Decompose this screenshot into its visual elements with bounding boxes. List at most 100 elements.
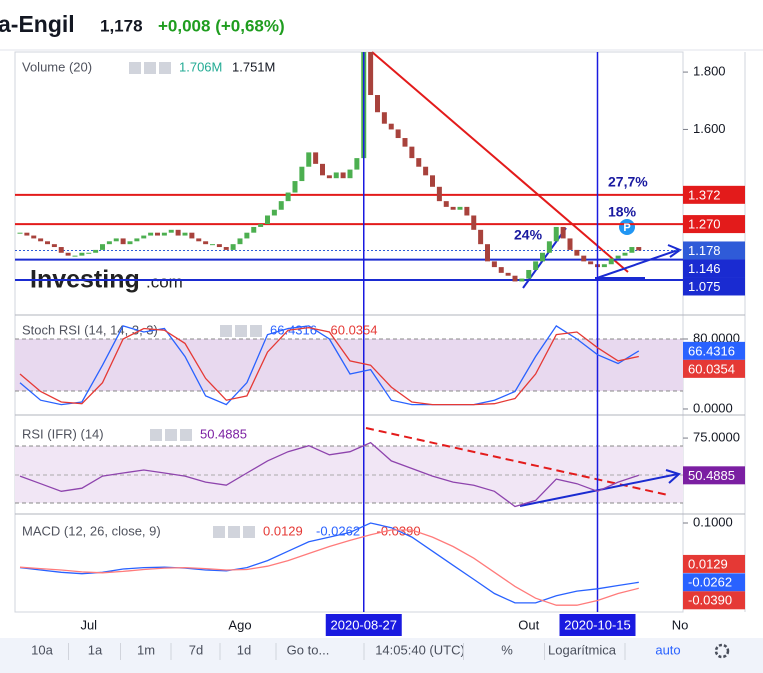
candle: [271, 209, 277, 216]
candle: [45, 241, 50, 245]
candle: [567, 238, 573, 250]
candle: [258, 224, 264, 227]
candle: [251, 226, 257, 233]
value-tag: -0.0390: [688, 593, 732, 608]
toolbar-button[interactable]: 1m: [137, 642, 155, 657]
candle: [155, 232, 160, 236]
candle: [443, 201, 449, 207]
candle: [505, 272, 511, 276]
indicator-line: [19, 326, 639, 406]
candle: [491, 261, 497, 268]
panel-icon[interactable]: [220, 325, 232, 337]
candle: [58, 247, 64, 253]
value-tag-bg: [683, 591, 745, 610]
settings-button[interactable]: [714, 643, 730, 659]
x-tick-label: Out: [518, 617, 539, 632]
annotation: 18%: [608, 204, 637, 220]
candle: [381, 112, 387, 124]
candle: [498, 267, 504, 273]
candle: [340, 172, 346, 179]
panel-icon[interactable]: [243, 526, 255, 538]
panel-icon[interactable]: [150, 429, 162, 441]
x-tick-label: Jul: [80, 617, 97, 632]
candle: [120, 238, 126, 245]
candle: [175, 229, 181, 236]
price-tag-bg: [683, 215, 745, 234]
candle: [65, 252, 71, 256]
toolbar-button[interactable]: 1d: [237, 642, 251, 657]
toolbar-button[interactable]: auto: [655, 642, 680, 657]
y-tick-label: 80.0000: [693, 330, 740, 345]
y-tick-label: 0.0000: [693, 400, 733, 415]
candle: [141, 235, 147, 239]
date-highlight: [559, 614, 636, 636]
price-tag: 1.178: [688, 243, 721, 258]
x-tick-label: 2020-10-15: [564, 617, 631, 632]
candle: [313, 152, 319, 164]
candle: [615, 255, 621, 259]
candle: [203, 241, 209, 245]
candle: [196, 238, 202, 242]
candle: [223, 247, 229, 250]
value-tag-bg: [683, 341, 745, 360]
watermark: .com: [146, 272, 183, 291]
price-tag-bg: [683, 241, 745, 260]
candle: [306, 152, 312, 167]
candle: [409, 146, 415, 159]
candle: [395, 129, 401, 139]
candle: [38, 238, 44, 242]
candle: [430, 175, 435, 187]
panel-icon[interactable]: [235, 325, 247, 337]
arrow-head: [665, 469, 681, 484]
panel-icon[interactable]: [159, 62, 171, 74]
candle: [526, 269, 532, 279]
x-tick-label: Ago: [228, 617, 251, 632]
price-tag: 1.270: [688, 217, 721, 232]
candle: [72, 255, 78, 257]
toolbar-button[interactable]: 7d: [189, 642, 203, 657]
value-tag: 50.4885: [688, 468, 735, 483]
candle: [553, 226, 559, 242]
x-tick-label: 2020-08-27: [331, 617, 398, 632]
price-tag-bg: [683, 185, 745, 204]
candle: [168, 229, 174, 233]
candle: [244, 232, 250, 239]
candle: [333, 172, 339, 179]
price-tag-bg: [683, 277, 745, 296]
x-tick-label: No: [672, 617, 689, 632]
toolbar-button[interactable]: %: [501, 642, 513, 657]
candle: [388, 123, 394, 130]
toolbar-button[interactable]: Logarítmica: [548, 642, 617, 657]
legend-value: 0.0129: [263, 523, 303, 538]
candle: [519, 278, 525, 282]
toolbar-button[interactable]: Go to...: [287, 642, 330, 657]
candle: [581, 255, 587, 262]
panel-icon[interactable]: [180, 429, 192, 441]
candle: [299, 166, 305, 182]
panel-icon[interactable]: [129, 62, 141, 74]
trendline: [371, 51, 629, 273]
candle: [512, 275, 518, 282]
candle: [368, 52, 374, 96]
candle: [450, 206, 456, 210]
value-tag-bg: [683, 554, 745, 573]
toolbar-button[interactable]: 1a: [88, 642, 103, 657]
candle: [51, 244, 57, 248]
candle: [189, 232, 195, 239]
panel-icon[interactable]: [228, 526, 240, 538]
y-tick-label: 75.0000: [693, 430, 740, 445]
panel-icon[interactable]: [144, 62, 156, 74]
panel-icon[interactable]: [250, 325, 262, 337]
toolbar-button[interactable]: 10a: [31, 642, 53, 657]
toolbar-button: 14:05:40 (UTC): [375, 642, 465, 657]
candle: [230, 244, 236, 250]
panel-icon[interactable]: [165, 429, 177, 441]
candle: [416, 158, 422, 167]
candle: [100, 244, 105, 250]
pivot-label: P: [623, 222, 630, 234]
value-tag-bg: [683, 466, 745, 485]
panel-icon[interactable]: [213, 526, 225, 538]
price-change: +0,008 (+0,68%): [158, 16, 285, 35]
candle: [478, 229, 484, 245]
